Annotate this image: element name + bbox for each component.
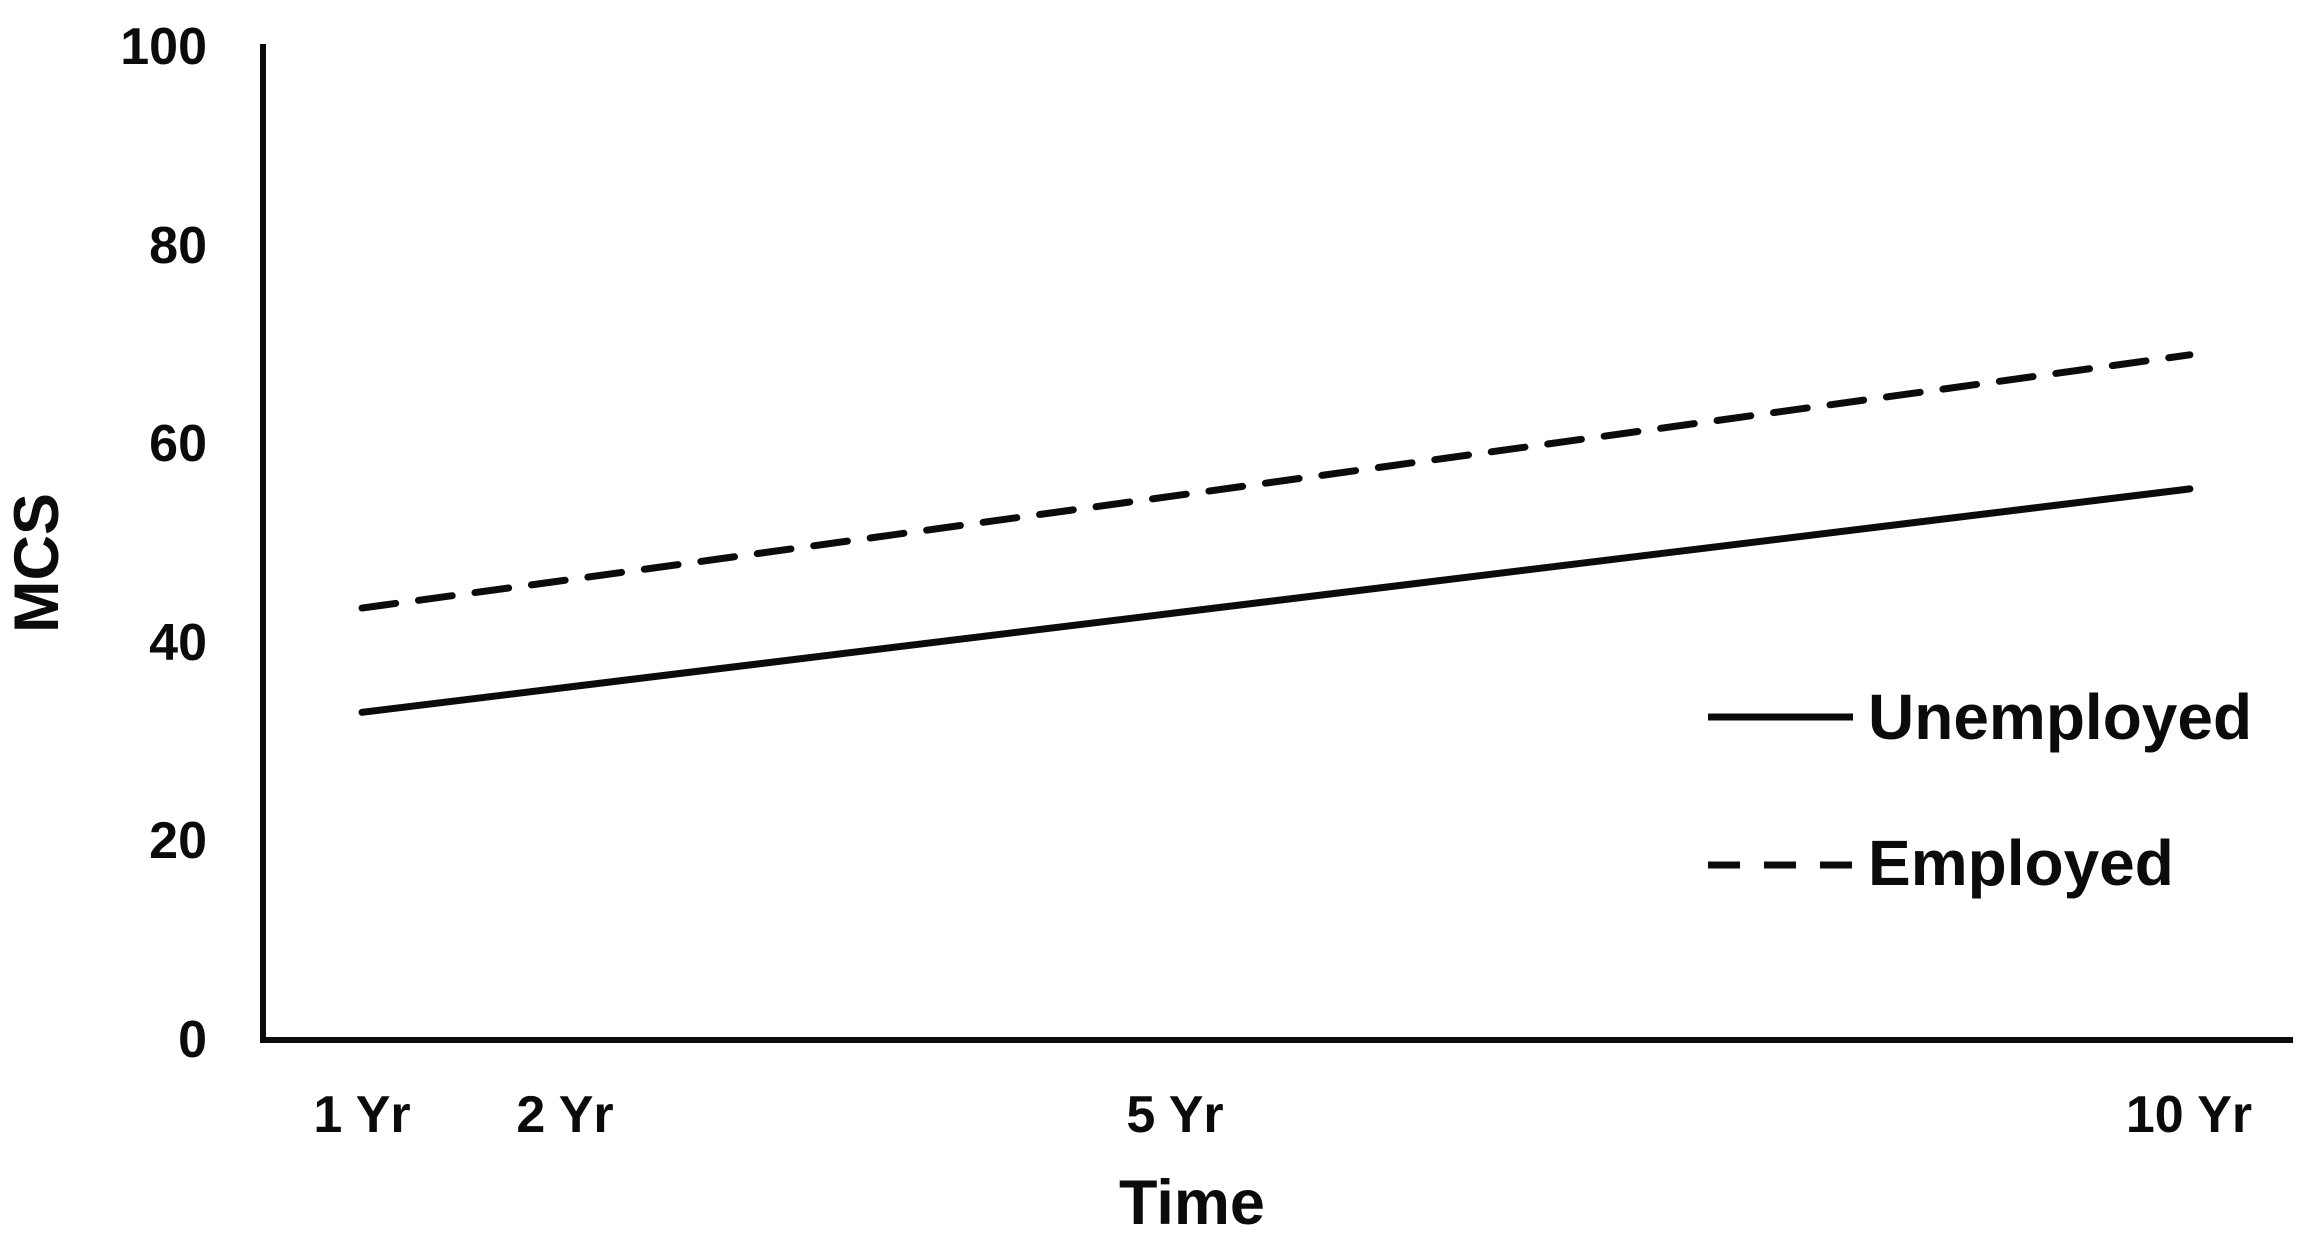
y-axis-title: MCS bbox=[2, 493, 72, 633]
y-tick-label-60: 60 bbox=[149, 415, 207, 473]
x-tick-label-1yr: 1 Yr bbox=[313, 1086, 410, 1144]
x-tick-label-5yr: 5 Yr bbox=[1126, 1086, 1223, 1144]
y-tick-label-20: 20 bbox=[149, 812, 207, 870]
y-tick-label-80: 80 bbox=[149, 217, 207, 275]
legend-label-unemployed: Unemployed bbox=[1868, 681, 2252, 753]
series-line-unemployed bbox=[358, 485, 2194, 716]
legend-item-unemployed: Unemployed bbox=[1708, 681, 2252, 753]
x-axis-title: Time bbox=[1119, 1168, 1265, 1238]
y-tick-label-100: 100 bbox=[120, 18, 207, 76]
x-tick-label-2yr: 2 Yr bbox=[516, 1086, 613, 1144]
legend: Unemployed Employed bbox=[1708, 681, 2252, 899]
y-tick-label-40: 40 bbox=[149, 614, 207, 672]
x-tick-label-10yr: 10 Yr bbox=[2126, 1086, 2252, 1144]
legend-label-employed: Employed bbox=[1868, 827, 2174, 899]
legend-item-employed: Employed bbox=[1708, 827, 2174, 899]
y-tick-label-0: 0 bbox=[178, 1011, 207, 1069]
series-line-employed bbox=[358, 351, 2194, 612]
